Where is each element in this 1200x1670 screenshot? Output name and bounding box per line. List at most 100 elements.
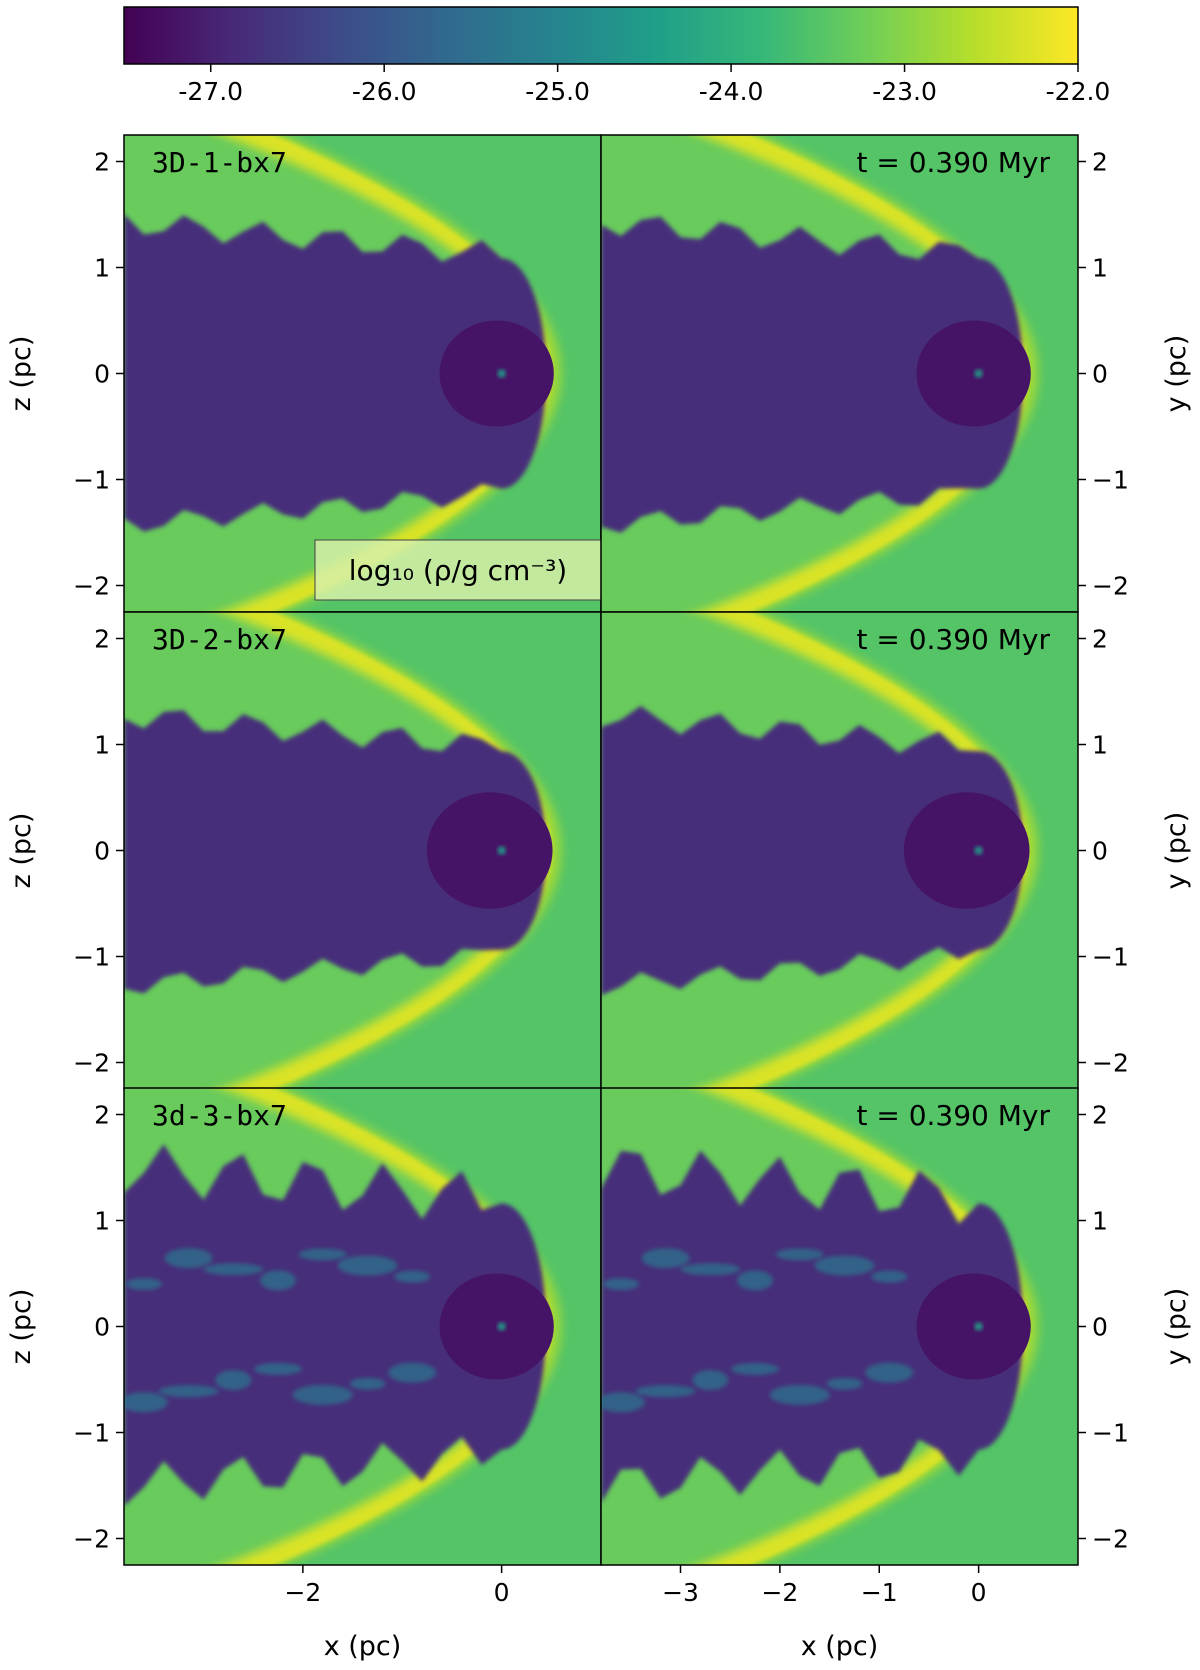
turbulent-filament (641, 1248, 690, 1269)
wind-bubble (439, 1273, 554, 1380)
colorbar-tick-label: -26.0 (352, 77, 417, 106)
panel-r2-c2: 2 1 0 −1 −2 t = 0.390 Myr (600, 611, 1129, 1090)
y-tick-label: 2 (94, 625, 110, 654)
turbulent-filament (769, 1384, 830, 1405)
ylabel-left: z (pc) (6, 1289, 37, 1365)
turbulent-filament (158, 1385, 219, 1398)
y-tick-label: 0 (94, 360, 110, 389)
density-slice (124, 135, 601, 612)
turbulent-filament (731, 1362, 780, 1375)
turbulent-filament (692, 1370, 729, 1391)
panel-r1-c1: 2 1 0 −1 −2 3D-1-bx7 log₁₀ (ρ/g cm⁻³) (73, 134, 602, 613)
turbulent-filament (865, 1362, 914, 1383)
y-tick-label: 1 (1092, 731, 1108, 760)
y-tick-label: −1 (1092, 466, 1129, 495)
colorbar-gradient (123, 6, 1079, 65)
turbulent-filament (124, 1392, 168, 1413)
y-tick-label: 0 (94, 837, 110, 866)
density-slice (601, 135, 1078, 612)
turbulent-filament (260, 1270, 297, 1291)
x-tick-label: 0 (971, 1578, 987, 1607)
time-label: t = 0.390 Myr (856, 623, 1050, 656)
colorbar-ticks: -27.0 -26.0 -25.0 -24.0 -23.0 -22.0 (178, 64, 1110, 106)
turbulent-filament (388, 1362, 437, 1383)
y-tick-label: −2 (1092, 1049, 1129, 1078)
wind-source (497, 369, 506, 378)
x-tick-label: −2 (284, 1578, 321, 1607)
xlabel-right: x (pc) (801, 1631, 879, 1662)
wind-source (497, 1322, 506, 1331)
turbulent-filament (680, 1263, 741, 1276)
x-tick-label: 0 (494, 1578, 510, 1607)
turbulent-filament (775, 1248, 824, 1261)
colorbar-tick-label: -25.0 (525, 77, 590, 106)
ylabel-left: z (pc) (6, 813, 37, 889)
turbulent-filament (602, 1278, 639, 1291)
axis-labels: z (pc) y (pc) z (pc) y (pc) z (pc) y (pc) x (p… (6, 335, 1192, 1662)
wind-source (974, 846, 983, 855)
panels: 2 1 0 −1 −2 3D-1-bx7 log₁₀ (ρ/g cm⁻³) 2 1 0 −1 −2 t … (73, 134, 1129, 1607)
time-label: t = 0.390 Myr (856, 146, 1050, 179)
colorbar-label: log₁₀ (ρ/g cm⁻³) (349, 554, 567, 587)
density-slice (601, 612, 1078, 1089)
panel-r1-c2: 2 1 0 −1 −2 t = 0.390 Myr (600, 134, 1129, 613)
run-label: 3D-1-bx7 (152, 146, 287, 179)
y-tick-label: −2 (1092, 1525, 1129, 1554)
y-tick-label: 1 (1092, 1207, 1108, 1236)
x-tick-label: −2 (761, 1578, 798, 1607)
wind-bubble (916, 1273, 1031, 1380)
turbulent-filament (164, 1248, 213, 1269)
turbulent-filament (292, 1384, 353, 1405)
colorbar-tick-label: -23.0 (872, 77, 937, 106)
colorbar-tick-label: -24.0 (699, 77, 764, 106)
turbulent-filament (394, 1270, 431, 1283)
colorbar: -27.0 -26.0 -25.0 -24.0 -23.0 -22.0 (123, 6, 1110, 106)
x-tick-label: −1 (861, 1578, 898, 1607)
y-tick-label: 1 (1092, 254, 1108, 283)
y-tick-label: −2 (1092, 572, 1129, 601)
y-tick-label: 0 (94, 1313, 110, 1342)
y-tick-label: −2 (73, 1525, 110, 1554)
wind-bubble (903, 792, 1030, 909)
y-tick-label: −1 (1092, 943, 1129, 972)
wind-bubble (916, 320, 1031, 427)
turbulent-filament (349, 1377, 386, 1390)
y-tick-label: −1 (73, 943, 110, 972)
y-tick-label: 2 (1092, 625, 1108, 654)
ylabel-left: z (pc) (6, 336, 37, 412)
colorbar-tick-label: -22.0 (1046, 77, 1111, 106)
ylabel-right: y (pc) (1161, 335, 1192, 413)
panel-r3-c1: 2 1 0 −1 −2 −2 0 3d-3-bx7 (73, 1087, 602, 1607)
y-tick-label: 1 (94, 731, 110, 760)
y-tick-label: 0 (1092, 360, 1108, 389)
time-label: t = 0.390 Myr (856, 1099, 1050, 1132)
xlabel-left: x (pc) (324, 1631, 402, 1662)
turbulent-filament (215, 1370, 252, 1391)
turbulent-filament (635, 1385, 696, 1398)
colorbar-tick-label: -27.0 (178, 77, 243, 106)
density-slice (601, 1088, 1078, 1565)
wake-cavity (601, 705, 1024, 996)
y-tick-label: 2 (1092, 1101, 1108, 1130)
wake-cavity (601, 1150, 1024, 1503)
wind-bubble (439, 320, 554, 427)
y-tick-label: 1 (94, 254, 110, 283)
wake-cavity (124, 710, 547, 994)
turbulent-filament (125, 1278, 162, 1291)
wind-source (974, 1322, 983, 1331)
y-tick-label: 1 (94, 1207, 110, 1236)
turbulent-filament (871, 1270, 908, 1283)
turbulent-filament (737, 1270, 774, 1291)
y-tick-label: 2 (1092, 148, 1108, 177)
wind-source (497, 846, 506, 855)
y-tick-label: −1 (73, 1419, 110, 1448)
y-tick-label: −2 (73, 572, 110, 601)
turbulent-filament (826, 1377, 863, 1390)
wind-bubble (426, 792, 553, 909)
y-tick-label: 0 (1092, 1313, 1108, 1342)
y-tick-label: −1 (73, 466, 110, 495)
run-label: 3D-2-bx7 (152, 623, 287, 656)
run-label: 3d-3-bx7 (152, 1099, 287, 1132)
turbulent-filament (814, 1255, 875, 1276)
